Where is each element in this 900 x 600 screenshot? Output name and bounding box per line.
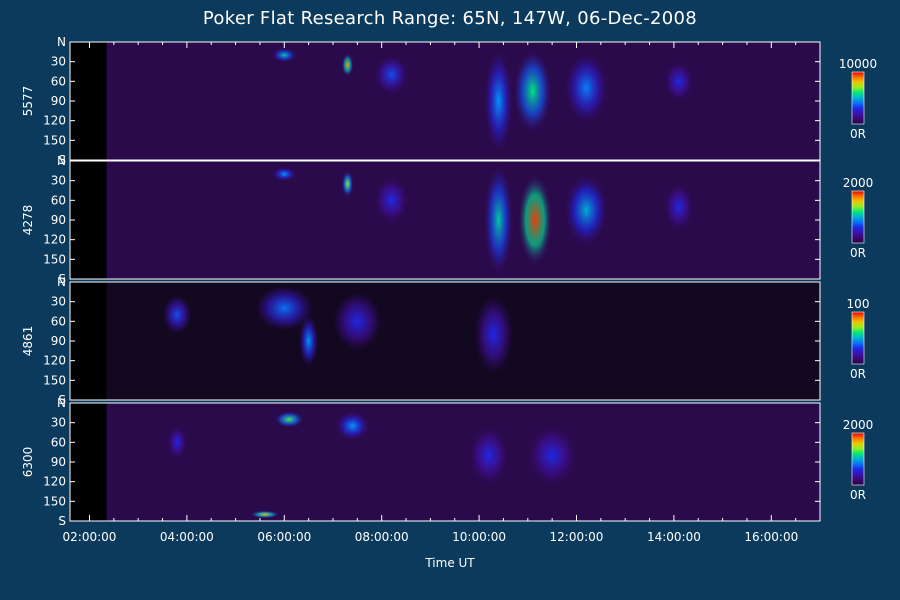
panel-features bbox=[272, 47, 694, 154]
panel-ylabel: 6300 bbox=[21, 447, 35, 478]
x-tick-label: 04:00:00 bbox=[160, 530, 214, 544]
x-tick-label: 14:00:00 bbox=[647, 530, 701, 544]
emission-feature bbox=[272, 47, 297, 63]
panel-background bbox=[70, 161, 820, 279]
emission-feature bbox=[298, 314, 319, 368]
y-tick-label: 30 bbox=[51, 174, 66, 188]
emission-feature bbox=[469, 425, 509, 485]
emission-feature bbox=[274, 411, 304, 428]
panel-features bbox=[162, 285, 514, 374]
data-gap bbox=[70, 161, 107, 279]
emission-feature bbox=[341, 170, 354, 198]
y-tick-label: 150 bbox=[43, 133, 66, 147]
y-tick-label: 90 bbox=[51, 213, 66, 227]
y-tick-label: 120 bbox=[43, 354, 66, 368]
panel-features bbox=[167, 411, 577, 519]
emission-feature bbox=[341, 53, 354, 77]
y-tick-label: 120 bbox=[43, 475, 66, 489]
panels-group: N 30 60 90 120 150 S 5577 N 30 60 90 120 150 S 4278 N 30 6… bbox=[21, 35, 821, 528]
emission-feature bbox=[483, 164, 514, 276]
y-tick-label: S bbox=[58, 393, 66, 407]
x-tick-label: 02:00:00 bbox=[63, 530, 117, 544]
x-tick-label: 12:00:00 bbox=[550, 530, 604, 544]
colorbar-max-label: 10000 bbox=[839, 57, 877, 71]
y-tick-label: 120 bbox=[43, 114, 66, 128]
emission-feature bbox=[255, 285, 314, 332]
emission-feature bbox=[474, 295, 514, 374]
panel-ylabel: 4278 bbox=[21, 205, 35, 236]
emission-feature bbox=[564, 51, 609, 124]
y-tick-label: 30 bbox=[51, 55, 66, 69]
colorbar-max-label: 2000 bbox=[843, 418, 874, 432]
y-tick-label: N bbox=[57, 275, 66, 289]
y-tick-label: 60 bbox=[51, 435, 66, 449]
panel-ylabel: 4861 bbox=[21, 326, 35, 357]
x-tick-label: 08:00:00 bbox=[355, 530, 409, 544]
colorbar bbox=[851, 190, 865, 244]
data-gap bbox=[70, 403, 107, 521]
panel-background bbox=[70, 42, 820, 160]
emission-feature bbox=[374, 55, 409, 95]
panel-ylabel: 5577 bbox=[21, 86, 35, 117]
emission-feature bbox=[272, 166, 297, 182]
x-axis: 02:00:00 04:00:00 06:00:00 08:00:00 10:00:00… bbox=[63, 42, 798, 544]
colorbars-group: 10000 0R 2000 0R 100 0R 2000 0R bbox=[839, 57, 877, 502]
emission-feature bbox=[250, 510, 280, 519]
x-tick-label: 06:00:00 bbox=[257, 530, 311, 544]
y-tick-label: 150 bbox=[43, 252, 66, 266]
colorbar-min-label: 0R bbox=[850, 246, 866, 260]
emission-feature bbox=[335, 411, 370, 441]
data-gap bbox=[70, 42, 107, 160]
emission-feature bbox=[332, 291, 382, 351]
chart-title: Poker Flat Research Range: 65N, 147W, 06… bbox=[202, 8, 698, 29]
y-tick-label: N bbox=[57, 35, 66, 49]
emission-feature bbox=[527, 425, 577, 485]
y-tick-label: 60 bbox=[51, 74, 66, 88]
colorbar bbox=[851, 432, 865, 486]
y-tick-label: 120 bbox=[43, 233, 66, 247]
x-axis-title: Time UT bbox=[425, 556, 475, 570]
colorbar-min-label: 0R bbox=[850, 367, 866, 381]
emission-feature bbox=[513, 48, 553, 134]
colorbar-max-label: 2000 bbox=[843, 176, 874, 190]
y-tick-label: 60 bbox=[51, 193, 66, 207]
emission-feature bbox=[374, 177, 409, 224]
y-tick-label: 60 bbox=[51, 314, 66, 328]
emission-feature bbox=[167, 425, 187, 459]
emission-feature bbox=[162, 295, 192, 335]
colorbar bbox=[851, 311, 865, 365]
colorbar-min-label: 0R bbox=[850, 127, 866, 141]
x-tick-label: 16:00:00 bbox=[744, 530, 798, 544]
y-tick-label: S bbox=[58, 514, 66, 528]
data-gap bbox=[70, 282, 107, 400]
panel-features bbox=[272, 164, 694, 276]
emission-feature bbox=[518, 174, 553, 266]
y-tick-label: N bbox=[57, 396, 66, 410]
emission-feature bbox=[564, 174, 609, 247]
y-tick-label: 150 bbox=[43, 494, 66, 508]
colorbar-min-label: 0R bbox=[850, 488, 866, 502]
emission-feature bbox=[664, 183, 694, 230]
colorbar bbox=[851, 71, 865, 125]
y-tick-label: 90 bbox=[51, 455, 66, 469]
y-tick-label: 90 bbox=[51, 94, 66, 108]
emission-feature bbox=[483, 48, 514, 154]
y-tick-label: 30 bbox=[51, 416, 66, 430]
panel-background bbox=[70, 403, 820, 521]
y-tick-label: 90 bbox=[51, 334, 66, 348]
y-tick-label: S bbox=[58, 153, 66, 167]
panel-background bbox=[70, 282, 820, 400]
colorbar-max-label: 100 bbox=[847, 297, 870, 311]
y-tick-label: N bbox=[57, 154, 66, 168]
x-tick-label: 10:00:00 bbox=[452, 530, 506, 544]
emission-feature bbox=[664, 61, 694, 101]
y-tick-label: 30 bbox=[51, 295, 66, 309]
y-tick-label: 150 bbox=[43, 373, 66, 387]
y-tick-label: S bbox=[58, 272, 66, 286]
